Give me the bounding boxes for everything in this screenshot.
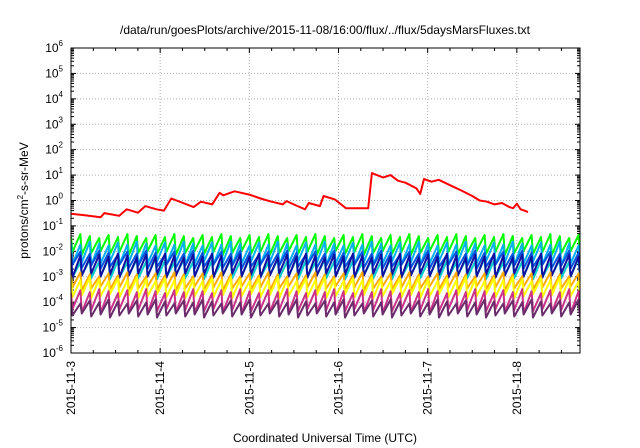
y-tick-label: 10-6 — [43, 344, 64, 360]
y-tick-label-exp: 0 — [59, 192, 64, 201]
y-tick-label-base: 10 — [45, 194, 59, 208]
y-tick-label-exp: 4 — [59, 90, 64, 99]
y-tick-label: 102 — [45, 141, 63, 157]
y-tick-label: 104 — [45, 90, 63, 106]
x-tick-label: 2015-11-8 — [510, 361, 524, 415]
y-tick-label-exp: 2 — [59, 141, 64, 150]
y-tick-label-exp: -2 — [56, 242, 64, 251]
y-tick-label-base: 10 — [45, 117, 59, 131]
y-tick-label-base: 10 — [43, 295, 57, 309]
y-tick-label: 100 — [45, 192, 63, 208]
y-tick-label-exp: 3 — [59, 115, 64, 124]
y-tick-label-exp: -3 — [56, 268, 64, 277]
y-tick-label-exp: -5 — [56, 319, 64, 328]
y-axis-label: protons/cm2-s-sr-MeV — [16, 142, 31, 258]
series-line — [71, 276, 580, 300]
y-tick-label: 10-4 — [43, 293, 64, 309]
y-tick-label-base: 10 — [45, 168, 59, 182]
y-tick-label: 10-1 — [43, 217, 64, 233]
x-tick-labels: 2015-11-3 2015-11-4 2015-11-5 2015-11-6 2015… — [64, 361, 524, 415]
x-tick-label: 2015-11-7 — [421, 361, 435, 415]
plot-frame — [70, 47, 581, 354]
y-tick-label-base: 10 — [45, 92, 59, 106]
y-tick-label: 10-5 — [43, 319, 64, 335]
y-tick-label: 105 — [45, 64, 63, 80]
y-axis-label-suffix: -s-sr-MeV — [17, 142, 31, 195]
y-tick-label-base: 10 — [43, 219, 57, 233]
y-tick-label: 106 — [45, 39, 63, 55]
series-line — [71, 252, 580, 279]
y-tick-label: 10-3 — [43, 268, 64, 284]
y-tick-label-base: 10 — [43, 346, 57, 360]
y-tick-label: 10-2 — [43, 242, 64, 258]
y-tick-label-exp: 6 — [59, 39, 64, 48]
y-tick-label: 103 — [45, 115, 63, 131]
x-tick-label: 2015-11-4 — [153, 361, 167, 415]
x-tick-label: 2015-11-3 — [64, 361, 78, 415]
chart-title: /data/run/goesPlots/archive/2015-11-08/1… — [120, 23, 531, 37]
y-tick-label-base: 10 — [45, 143, 59, 157]
y-tick-label-base: 10 — [45, 41, 59, 55]
y-tick-label-exp: 5 — [59, 64, 64, 73]
x-axis-label: Coordinated Universal Time (UTC) — [233, 431, 417, 445]
series-line — [71, 172, 529, 219]
y-tick-label: 101 — [45, 166, 63, 182]
x-tick-label: 2015-11-6 — [332, 361, 346, 415]
y-tick-label-exp: -1 — [56, 217, 64, 226]
x-tick-label: 2015-11-5 — [242, 361, 256, 415]
y-tick-labels: 10-610-510-410-310-210-11001011021031041… — [43, 39, 64, 360]
y-tick-label-base: 10 — [43, 321, 57, 335]
y-tick-label-exp: 1 — [59, 166, 64, 175]
y-axis-label-prefix: protons/cm — [17, 199, 31, 258]
series-group — [71, 172, 580, 319]
y-tick-label-base: 10 — [45, 66, 59, 80]
y-tick-label-base: 10 — [43, 270, 57, 284]
y-tick-label-exp: -6 — [56, 344, 64, 353]
y-tick-label-exp: -4 — [56, 293, 64, 302]
y-axis-label-sup: 2 — [16, 194, 25, 199]
y-tick-label-base: 10 — [43, 244, 57, 258]
series-line — [71, 298, 580, 319]
